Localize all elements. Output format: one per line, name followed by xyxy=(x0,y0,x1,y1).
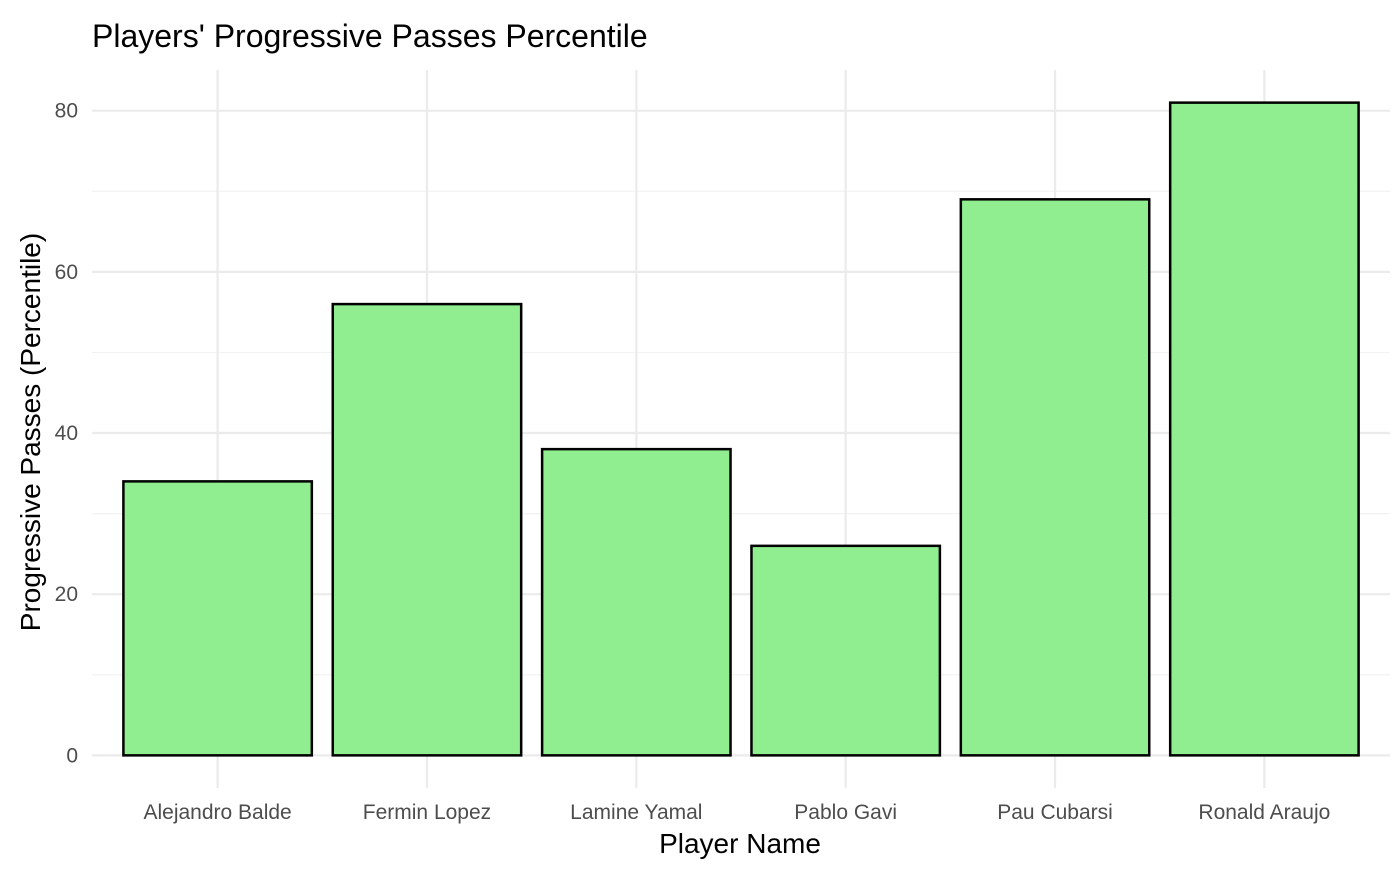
y-axis-ticks: 0 20 40 60 80 xyxy=(55,100,78,768)
bar-lamine-yamal xyxy=(540,447,732,757)
bar-alejandro-balde xyxy=(122,480,314,757)
y-tick-label: 60 xyxy=(55,261,78,284)
bar-fermin-lopez xyxy=(331,302,523,757)
bars xyxy=(122,101,1360,757)
x-tick-label: Pablo Gavi xyxy=(794,801,897,824)
x-tick-label: Lamine Yamal xyxy=(570,801,702,824)
y-tick-label: 40 xyxy=(55,422,78,445)
x-tick-label: Pau Cubarsi xyxy=(997,801,1113,824)
bar-pau-cubarsi xyxy=(959,198,1151,757)
x-tick-label: Fermin Lopez xyxy=(363,801,491,824)
y-tick-label: 80 xyxy=(55,100,78,123)
y-axis-title: Progressive Passes (Percentile) xyxy=(15,233,46,631)
y-tick-label: 0 xyxy=(66,744,78,767)
chart-title: Players' Progressive Passes Percentile xyxy=(92,18,648,54)
x-tick-label: Ronald Araujo xyxy=(1198,801,1330,824)
x-axis-title: Player Name xyxy=(659,828,821,859)
bar-pablo-gavi xyxy=(750,544,942,757)
x-axis-ticks: Alejandro Balde Fermin Lopez Lamine Yamal P… xyxy=(143,801,1330,824)
y-tick-label: 20 xyxy=(55,583,78,606)
bar-ronald-araujo xyxy=(1168,101,1360,757)
x-tick-label: Alejandro Balde xyxy=(143,801,291,824)
